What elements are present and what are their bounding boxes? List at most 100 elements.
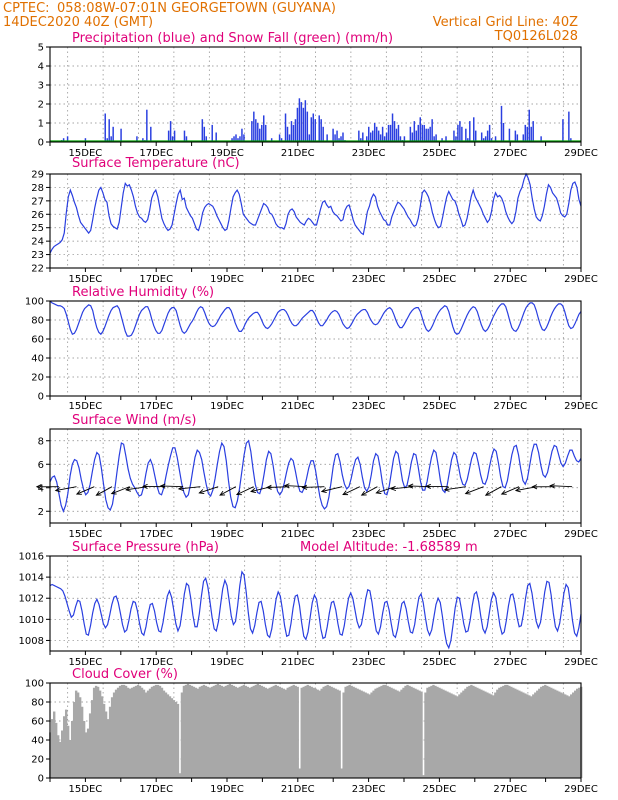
precip-bar — [261, 124, 263, 142]
y-tick-label: 20 — [31, 373, 44, 384]
precip-bar — [263, 115, 265, 142]
wind-arrow-head — [484, 490, 491, 496]
precip-bar — [173, 130, 176, 142]
cloud-bar — [354, 687, 357, 778]
cloud-bar — [216, 683, 220, 778]
x-tick-label: 19DEC — [210, 274, 244, 285]
cloud-bar — [184, 684, 188, 778]
cloud-bar — [132, 686, 136, 778]
cloud-bar — [466, 686, 469, 778]
cloud-bar — [492, 695, 495, 778]
cloud-bar — [566, 695, 569, 778]
cloud-bar — [570, 694, 573, 778]
x-tick-label: 23DEC — [352, 401, 386, 412]
cloud-bar — [398, 691, 401, 778]
cloud-bar — [60, 730, 64, 778]
cloud-bar — [374, 688, 377, 778]
cloud-bar — [558, 691, 561, 778]
cloud-bar — [448, 692, 451, 778]
precip-bar — [300, 102, 303, 142]
precip-bar — [369, 132, 372, 142]
x-tick-label: 29DEC — [564, 784, 598, 795]
cloud-bar — [396, 690, 399, 778]
x-tick-label: 29DEC — [564, 274, 598, 285]
x-tick-label: 17DEC — [139, 657, 173, 668]
precip-bar — [494, 136, 497, 142]
cloud-bar — [470, 684, 473, 778]
cloud-bar — [442, 689, 445, 778]
precip-bar — [403, 136, 406, 142]
precip-bar — [486, 130, 489, 142]
wind-arrow-head — [177, 485, 184, 492]
precip-bar — [488, 124, 491, 142]
precip-bar — [292, 124, 295, 142]
precip-bar — [502, 123, 505, 142]
cloud-bar — [342, 692, 345, 778]
cloud-bar — [130, 687, 134, 778]
wind-arrow — [236, 486, 254, 496]
precip-bar — [399, 136, 402, 142]
cloud-title: Cloud Cover (%) — [72, 667, 178, 682]
precip-bar — [253, 111, 255, 142]
precip-bar — [104, 113, 106, 142]
wind-arrow-head — [407, 483, 414, 489]
precip-bar — [457, 124, 459, 142]
cloud-bar — [182, 685, 186, 778]
precip-bar — [490, 138, 493, 142]
cloud-bar — [220, 685, 224, 778]
precip-bar — [445, 136, 447, 142]
precip-bar — [251, 121, 253, 142]
y-tick-label: 28 — [31, 183, 44, 194]
precip-bar — [239, 136, 241, 142]
wind-arrow-head — [500, 490, 507, 495]
x-tick-label: 19DEC — [210, 401, 244, 412]
cloud-bar — [74, 690, 78, 778]
cloud-bar — [512, 687, 515, 778]
cloud-bar — [56, 735, 60, 778]
cloud-bar — [502, 685, 505, 778]
cloud-bar — [332, 687, 335, 778]
cloud-bar — [232, 685, 236, 778]
cloud-bar — [542, 685, 545, 778]
cloud-bar — [454, 695, 457, 778]
cloud-bar — [212, 685, 216, 778]
x-tick-label: 21DEC — [281, 401, 315, 412]
precip-bar — [475, 130, 477, 142]
cloud-bar — [560, 692, 563, 778]
precip-bar — [106, 138, 108, 142]
cloud-bar — [498, 687, 501, 778]
precip-bar — [415, 130, 418, 142]
precip-bar — [112, 126, 114, 142]
precip-bar — [294, 119, 297, 142]
cloud-bar — [384, 684, 387, 778]
x-tick-label: 23DEC — [352, 657, 386, 668]
wind-arrow-head — [159, 483, 166, 489]
x-tick-label: 21DEC — [281, 148, 315, 159]
precip-bar — [322, 126, 324, 142]
precip-bar — [336, 130, 338, 142]
cloud-bar — [368, 694, 371, 778]
precip-bar — [150, 126, 152, 142]
wind-arrow-head — [390, 485, 397, 492]
wind-arrow-head — [95, 490, 102, 496]
y-tick-label: 20 — [31, 755, 44, 766]
y-tick-label: 100 — [25, 679, 44, 690]
precip-bar — [205, 136, 208, 142]
cloud-bar — [506, 684, 509, 778]
wind-arrow-head — [265, 484, 272, 490]
precip-bar — [435, 134, 437, 142]
precip-panel: 0 1 2 3 4 5 15DEC 17DEC 19DEC 21DEC 23DEC 25DEC 27DE… — [38, 31, 598, 159]
cloud-bar — [514, 688, 517, 778]
cloud-bar — [452, 694, 455, 778]
cloud-bar — [276, 685, 279, 778]
cloud-bar — [138, 685, 142, 778]
cloud-bar — [208, 687, 212, 778]
precip-bar — [411, 132, 414, 142]
cloud-bar — [344, 686, 347, 778]
x-tick-label: 29DEC — [564, 148, 598, 159]
y-tick-label: 2 — [38, 100, 44, 111]
precip-bar — [421, 124, 423, 142]
pressure-annotation: Model Altitude: -1.68589 m — [300, 540, 478, 555]
precip-bar — [562, 119, 564, 142]
